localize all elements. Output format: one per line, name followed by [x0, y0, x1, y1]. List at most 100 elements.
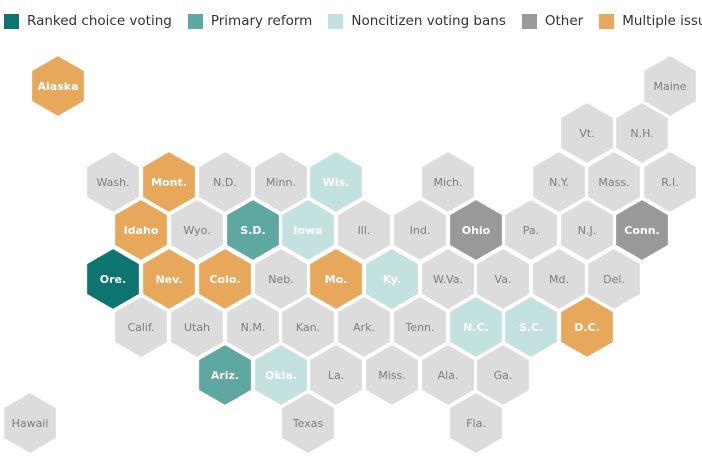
- state-hex-shape: [308, 149, 364, 215]
- state-hex-n-h: N.H.: [614, 100, 670, 166]
- state-label: Hawaii: [12, 417, 49, 430]
- state-hex-shape: [85, 246, 141, 312]
- state-label: La.: [328, 369, 344, 382]
- state-label: R.I.: [661, 176, 679, 189]
- legend-label-multiple-issues: Multiple issues: [622, 13, 702, 29]
- state-label: Okla.: [265, 369, 297, 382]
- state-hex-n-y: N.Y.: [531, 149, 587, 215]
- state-hex-shape: [113, 197, 169, 263]
- state-label: N.J.: [578, 224, 596, 237]
- state-label: D.C.: [574, 321, 600, 334]
- state-hex-shape: [559, 100, 615, 166]
- state-hex-ga: Ga.: [475, 342, 531, 408]
- state-label: Ind.: [410, 224, 431, 237]
- state-hex-vt: Vt.: [559, 100, 615, 166]
- state-hex-shape: [280, 197, 336, 263]
- state-hex-mich: Mich.: [420, 149, 476, 215]
- state-hex-calif: Calif.: [113, 294, 169, 360]
- state-label: Mass.: [598, 176, 629, 189]
- state-hex-shape: [141, 246, 197, 312]
- state-label: Colo.: [209, 273, 240, 286]
- state-hex-r-i: R.I.: [642, 149, 698, 215]
- state-hex-miss: Miss.: [364, 342, 420, 408]
- state-hex-shape: [420, 246, 476, 312]
- state-hex-kan: Kan.: [280, 294, 336, 360]
- state-hex-shape: [197, 246, 253, 312]
- state-hex-pa: Pa.: [503, 197, 559, 263]
- state-hex-conn: Conn.: [614, 197, 670, 263]
- state-label: Tenn.: [404, 321, 434, 334]
- state-label: Vt.: [579, 127, 594, 140]
- legend-swatch-multiple-issues: [599, 13, 615, 29]
- state-hex-texas: Texas: [280, 390, 336, 456]
- state-hex-n-m: N.M.: [225, 294, 281, 360]
- state-hex-utah: Utah: [169, 294, 225, 360]
- state-label: Idaho: [124, 224, 159, 237]
- state-hex-minn: Minn.: [253, 149, 309, 215]
- state-hex-shape: [475, 246, 531, 312]
- state-hex-del: Del.: [586, 246, 642, 312]
- state-hex-w-va: W.Va.: [420, 246, 476, 312]
- state-label: Ala.: [438, 369, 459, 382]
- state-hex-shape: [2, 390, 58, 456]
- state-label: Ga.: [494, 369, 513, 382]
- state-hex-va: Va.: [475, 246, 531, 312]
- state-hex-ore: Ore.: [85, 246, 141, 312]
- state-hex-shape: [336, 197, 392, 263]
- state-hex-mont: Mont.: [141, 149, 197, 215]
- state-hex-shape: [169, 197, 225, 263]
- state-label: N.H.: [630, 127, 653, 140]
- state-hex-iowa: Iowa: [280, 197, 336, 263]
- state-hex-ind: Ind.: [392, 197, 448, 263]
- state-hex-fla: Fla.: [448, 390, 504, 456]
- state-hex-shape: [642, 53, 698, 119]
- state-hex-shape: [559, 197, 615, 263]
- state-hex-shape: [364, 342, 420, 408]
- state-hex-d-c: D.C.: [559, 294, 615, 360]
- state-label: Del.: [603, 273, 625, 286]
- state-hex-alaska: Alaska: [30, 53, 86, 119]
- state-label: Alaska: [38, 80, 79, 93]
- state-hex-shape: [531, 246, 587, 312]
- state-hex-shape: [308, 246, 364, 312]
- state-hex-shape: [420, 149, 476, 215]
- state-label: S.D.: [240, 224, 265, 237]
- state-hex-shape: [448, 390, 504, 456]
- legend: Ranked choice voting Primary reform Nonc…: [4, 10, 702, 32]
- state-hex-ohio: Ohio: [448, 197, 504, 263]
- state-hex-ark: Ark.: [336, 294, 392, 360]
- state-hex-mo: Mo.: [308, 246, 364, 312]
- legend-item-ranked-choice: Ranked choice voting: [4, 13, 172, 29]
- state-hex-wis: Wis.: [308, 149, 364, 215]
- legend-item-noncitizen-bans: Noncitizen voting bans: [328, 13, 506, 29]
- state-label: W.Va.: [433, 273, 463, 286]
- state-hex-shape: [586, 149, 642, 215]
- state-hex-ky: Ky.: [364, 246, 420, 312]
- legend-label-primary-reform: Primary reform: [210, 13, 313, 29]
- state-hex-shape: [113, 294, 169, 360]
- state-label: Kan.: [296, 321, 320, 334]
- state-hex-shape: [253, 342, 309, 408]
- state-hex-shape: [642, 149, 698, 215]
- state-hex-shape: [364, 246, 420, 312]
- state-hex-shape: [614, 100, 670, 166]
- state-hex-okla: Okla.: [253, 342, 309, 408]
- state-hex-shape: [531, 149, 587, 215]
- state-hex-shape: [586, 246, 642, 312]
- state-hex-s-c: S.C.: [503, 294, 559, 360]
- state-label: Fla.: [466, 417, 486, 430]
- state-hex-ill: Ill.: [336, 197, 392, 263]
- state-label: Ark.: [353, 321, 375, 334]
- state-hex-shape: [225, 197, 281, 263]
- state-hex-shape: [280, 390, 336, 456]
- state-hex-shape: [280, 294, 336, 360]
- state-label: Minn.: [266, 176, 296, 189]
- state-hex-wyo: Wyo.: [169, 197, 225, 263]
- state-label: N.D.: [213, 176, 237, 189]
- state-hex-maine: Maine: [642, 53, 698, 119]
- legend-label-ranked-choice: Ranked choice voting: [27, 13, 172, 29]
- state-hex-idaho: Idaho: [113, 197, 169, 263]
- legend-label-other: Other: [544, 13, 584, 29]
- legend-swatch-ranked-choice: [4, 13, 19, 29]
